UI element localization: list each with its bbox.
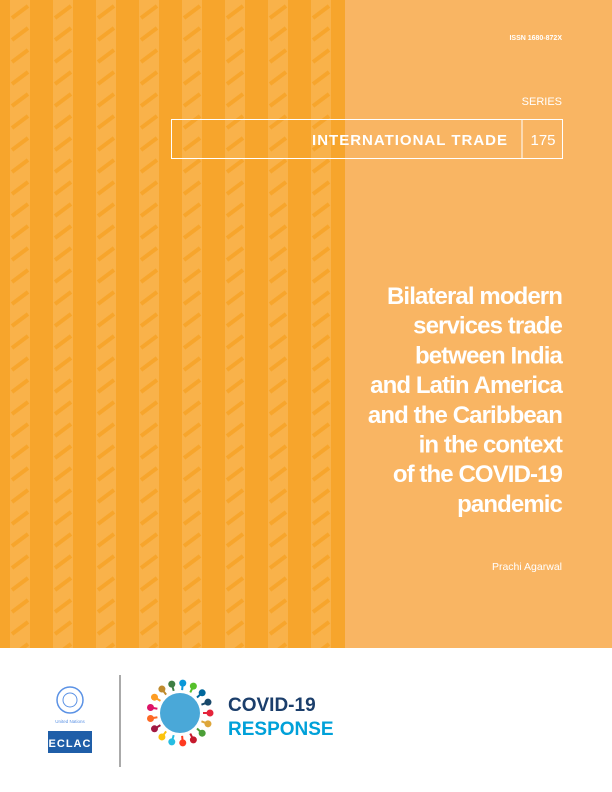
ring-spoke — [181, 735, 184, 743]
ring-spoke — [150, 716, 158, 720]
ring-spoke — [201, 701, 209, 706]
ring-spoke — [201, 720, 209, 725]
title-line: and the Caribbean — [368, 402, 562, 429]
ring-spoke — [161, 688, 167, 696]
series-box — [171, 119, 563, 159]
covid-line1: COVID-19 — [228, 695, 316, 716]
covid-line2: RESPONSE — [228, 719, 334, 740]
series-number: 175 — [530, 132, 555, 149]
ring-spoke — [150, 706, 158, 710]
eclac: ECLAC — [49, 738, 92, 750]
ring-spoke — [196, 727, 203, 734]
title-line: between India — [415, 342, 564, 369]
ring-spoke — [170, 683, 175, 692]
pattern — [0, 0, 345, 648]
ring-spoke — [189, 685, 195, 693]
eclac-box — [48, 731, 92, 753]
ring-spoke — [153, 696, 161, 702]
ring-spoke — [153, 724, 161, 730]
ring-spoke — [181, 683, 184, 691]
title-line: pandemic — [457, 491, 562, 518]
un-emblem-inner — [62, 692, 78, 708]
covid-icon — [147, 679, 214, 747]
ring-spoke — [196, 692, 203, 699]
ring-spoke — [170, 734, 175, 743]
footer-band — [0, 648, 612, 792]
title-line: services trade — [413, 313, 562, 340]
issn: ISSN 1680-872X — [509, 35, 562, 42]
un-name: United Nations — [55, 719, 85, 724]
un-emblem — [56, 686, 84, 714]
title-line: of the COVID-19 — [393, 461, 563, 488]
ring-spoke — [189, 733, 195, 741]
title-line: in the context — [419, 432, 563, 459]
series-label: SERIES — [522, 96, 562, 108]
globe — [160, 693, 200, 733]
ring-spoke — [161, 730, 167, 738]
title-line: and Latin America — [370, 372, 563, 399]
author: Prachi Agarwal — [492, 561, 562, 573]
series-name: INTERNATIONAL TRADE — [312, 132, 508, 149]
title-line: Bilateral modern — [387, 283, 562, 310]
